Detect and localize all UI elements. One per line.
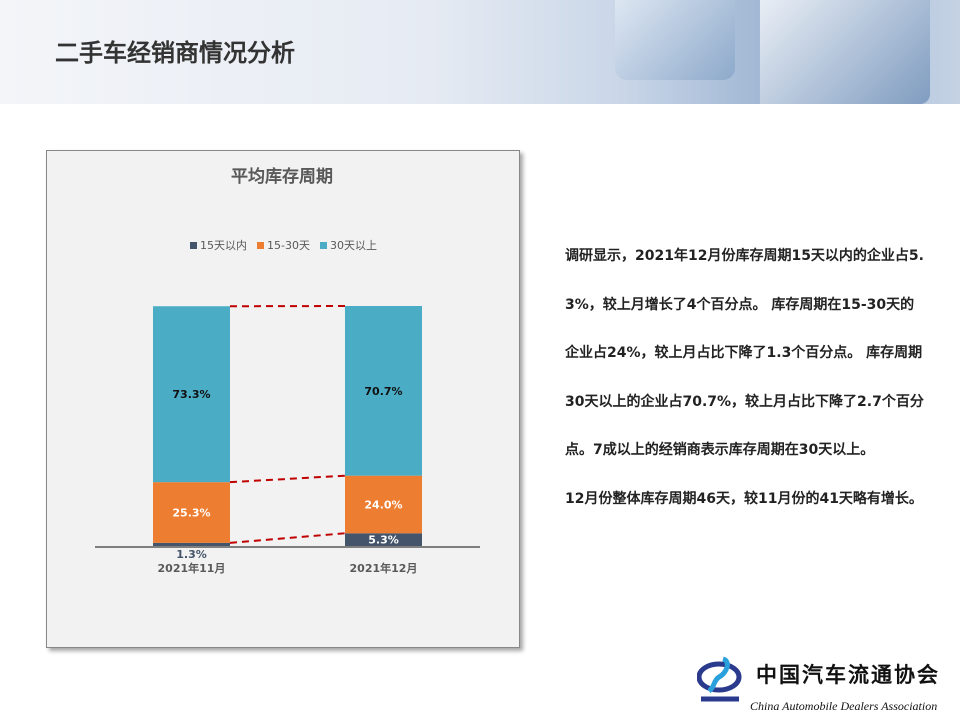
bar-segment — [153, 542, 230, 546]
decorative-cube — [615, 0, 735, 80]
cada-logo-icon — [697, 656, 742, 702]
bar-segment — [345, 475, 422, 534]
legend-item: 15天以内 — [190, 238, 247, 254]
paragraph: 12月份整体库存周期46天，较11月份的41天略有增长。 — [565, 490, 923, 507]
legend-label: 15天以内 — [200, 239, 247, 252]
data-label: 25.3% — [172, 507, 210, 520]
series-connector-line — [229, 532, 346, 544]
data-label: 1.3% — [176, 548, 207, 561]
legend-label: 30天以上 — [329, 239, 377, 252]
paragraph: 调研显示，2021年12月份库存周期15天以内的企业占5.3%，较上月增长了4个… — [565, 248, 924, 458]
chart-legend: 15天以内 15-30天 30天以上 — [190, 238, 430, 254]
legend-swatch — [257, 242, 264, 249]
logo-name-cn: 中国汽车流通协会 — [756, 662, 940, 687]
legend-swatch — [190, 242, 197, 249]
bar-segment — [345, 533, 422, 546]
legend-label: 15-30天 — [267, 239, 310, 252]
data-label: 73.3% — [172, 388, 210, 401]
series-connector-line — [229, 474, 346, 484]
legend-item: 15-30天 — [257, 238, 310, 254]
bar-segment — [153, 306, 230, 483]
analysis-text: 调研显示，2021年12月份库存周期15天以内的企业占5.3%，较上月增长了4个… — [565, 232, 925, 523]
data-label: 5.3% — [368, 534, 399, 547]
decorative-cube — [760, 0, 930, 104]
logo-name-en: China Automobile Dealers Association — [750, 699, 938, 713]
legend-item: 30天以上 — [319, 238, 377, 254]
x-tick-label: 2021年11月 — [158, 561, 226, 575]
page-title: 二手车经销商情况分析 — [55, 39, 295, 67]
x-tick-label: 2021年12月 — [350, 561, 418, 575]
bar-segment — [153, 482, 230, 543]
bar-segment — [345, 306, 422, 476]
chart-title: 平均库存周期 — [231, 167, 333, 187]
stacked-bar-chart: 2021年11月 2021年12月 1.3% 25.3% 73.3% 5.3% 24.0% 7… — [95, 305, 480, 575]
data-label: 70.7% — [364, 385, 402, 398]
legend-swatch — [319, 242, 327, 249]
data-label: 24.0% — [364, 498, 402, 511]
header-banner — [0, 0, 960, 104]
chart-container — [46, 150, 520, 648]
